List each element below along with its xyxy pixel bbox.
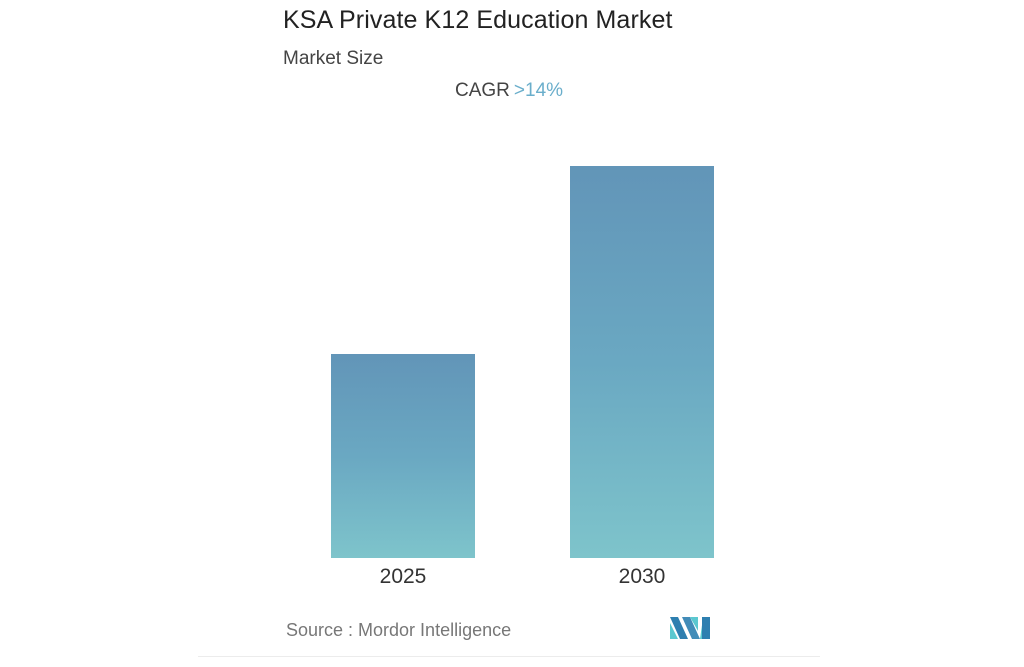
source-text: Source : Mordor Intelligence bbox=[286, 620, 512, 640]
cagr-value: >14% bbox=[513, 80, 564, 101]
bar-2025 bbox=[331, 354, 475, 558]
chart-subtitle: Market Size bbox=[283, 48, 384, 69]
bar-2030 bbox=[570, 166, 714, 558]
chart-title: KSA Private K12 Education Market bbox=[283, 6, 673, 34]
footer-divider bbox=[198, 656, 820, 657]
cagr-label: CAGR bbox=[455, 80, 510, 101]
x-tick-label-2030: 2030 bbox=[618, 565, 666, 588]
x-tick-label-2025: 2025 bbox=[379, 565, 427, 588]
cagr-annotation: CAGR >14% bbox=[455, 80, 563, 102]
mordor-intelligence-logo-icon bbox=[670, 617, 712, 639]
